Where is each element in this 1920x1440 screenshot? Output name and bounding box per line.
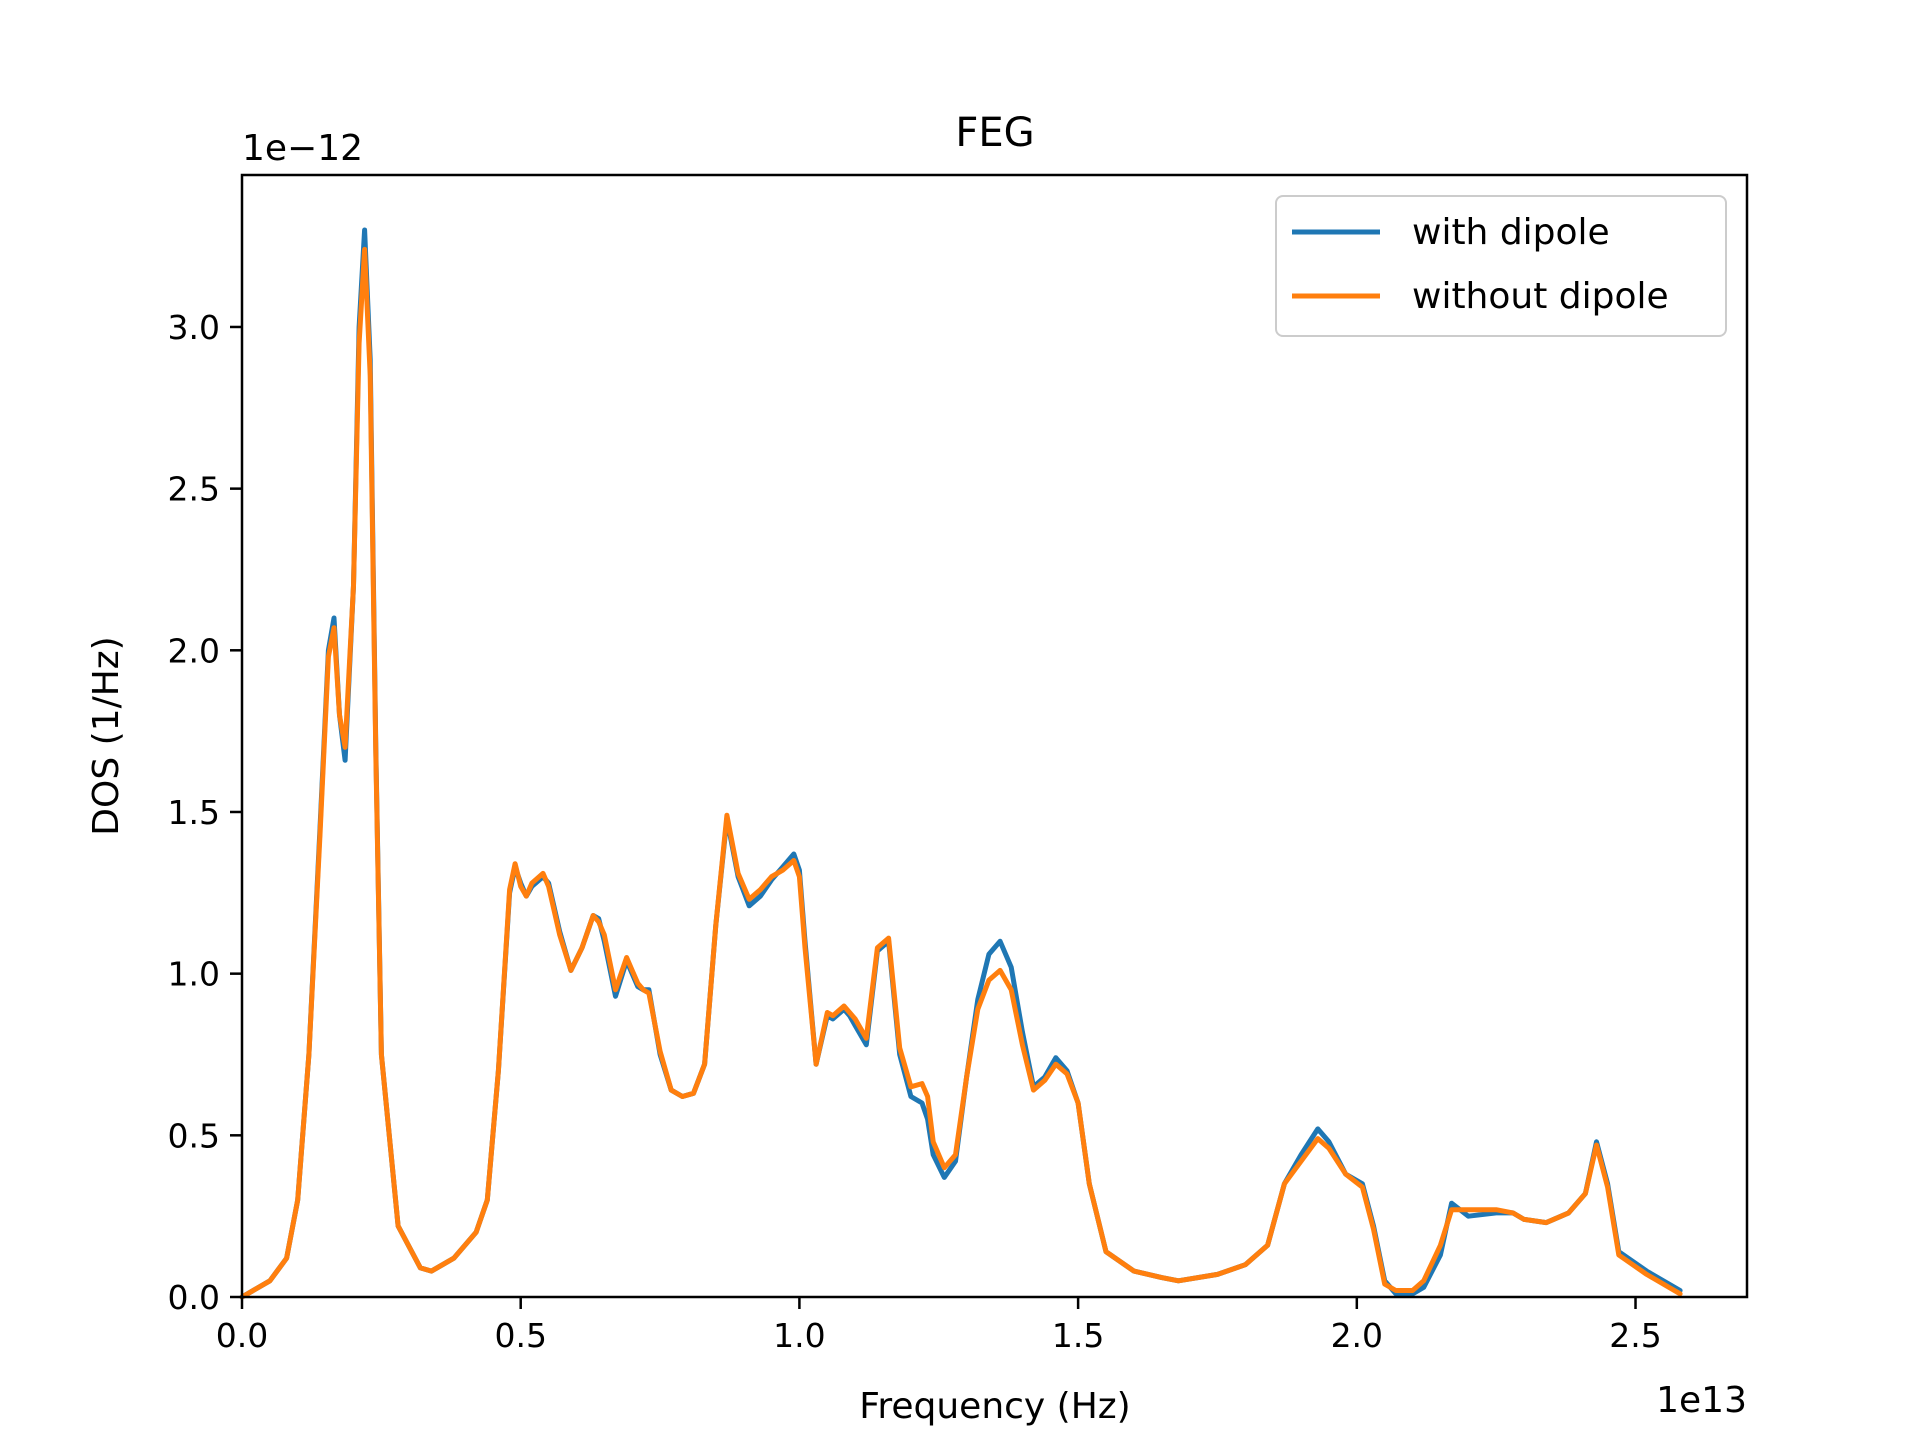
x-axis-label: Frequency (Hz) <box>859 1386 1130 1427</box>
y-axis-ticks: 0.0 0.5 1.0 1.5 2.0 2.5 3.0 <box>168 308 242 1317</box>
y-axis-label: DOS (1/Hz) <box>86 636 127 835</box>
y-tick-label: 0.5 <box>168 1116 220 1155</box>
x-axis-offset-label: 1e13 <box>1656 1380 1747 1421</box>
legend-box <box>1275 195 1727 337</box>
x-tick-label: 1.5 <box>1052 1316 1104 1355</box>
x-axis-ticks: 0.0 0.5 1.0 1.5 2.0 2.5 <box>216 1297 1662 1355</box>
y-axis-offset-label: 1e−12 <box>242 128 363 169</box>
x-tick-label: 1.0 <box>773 1316 825 1355</box>
legend-label-with-dipole: with dipole <box>1412 212 1610 253</box>
x-tick-label: 2.5 <box>1609 1316 1661 1355</box>
x-tick-label: 0.5 <box>494 1316 546 1355</box>
x-tick-label: 0.0 <box>216 1316 268 1355</box>
x-tick-label: 2.0 <box>1331 1316 1383 1355</box>
y-tick-label: 2.5 <box>168 470 220 509</box>
y-tick-label: 3.0 <box>168 308 220 347</box>
series-line-with-dipole <box>239 227 1683 1300</box>
y-tick-label: 1.5 <box>168 793 220 832</box>
chart-title: FEG <box>955 110 1034 156</box>
series-line-without-dipole <box>239 246 1683 1300</box>
legend: with dipole without dipole <box>1275 195 1727 337</box>
series-group <box>239 227 1683 1300</box>
y-tick-label: 2.0 <box>168 631 220 670</box>
legend-items: with dipole without dipole <box>1292 212 1669 317</box>
y-tick-label: 1.0 <box>168 955 220 994</box>
y-tick-label: 0.0 <box>168 1278 220 1317</box>
axes-frame <box>240 173 1749 1299</box>
plot-area <box>239 173 1749 1300</box>
legend-label-without-dipole: without dipole <box>1412 276 1669 317</box>
